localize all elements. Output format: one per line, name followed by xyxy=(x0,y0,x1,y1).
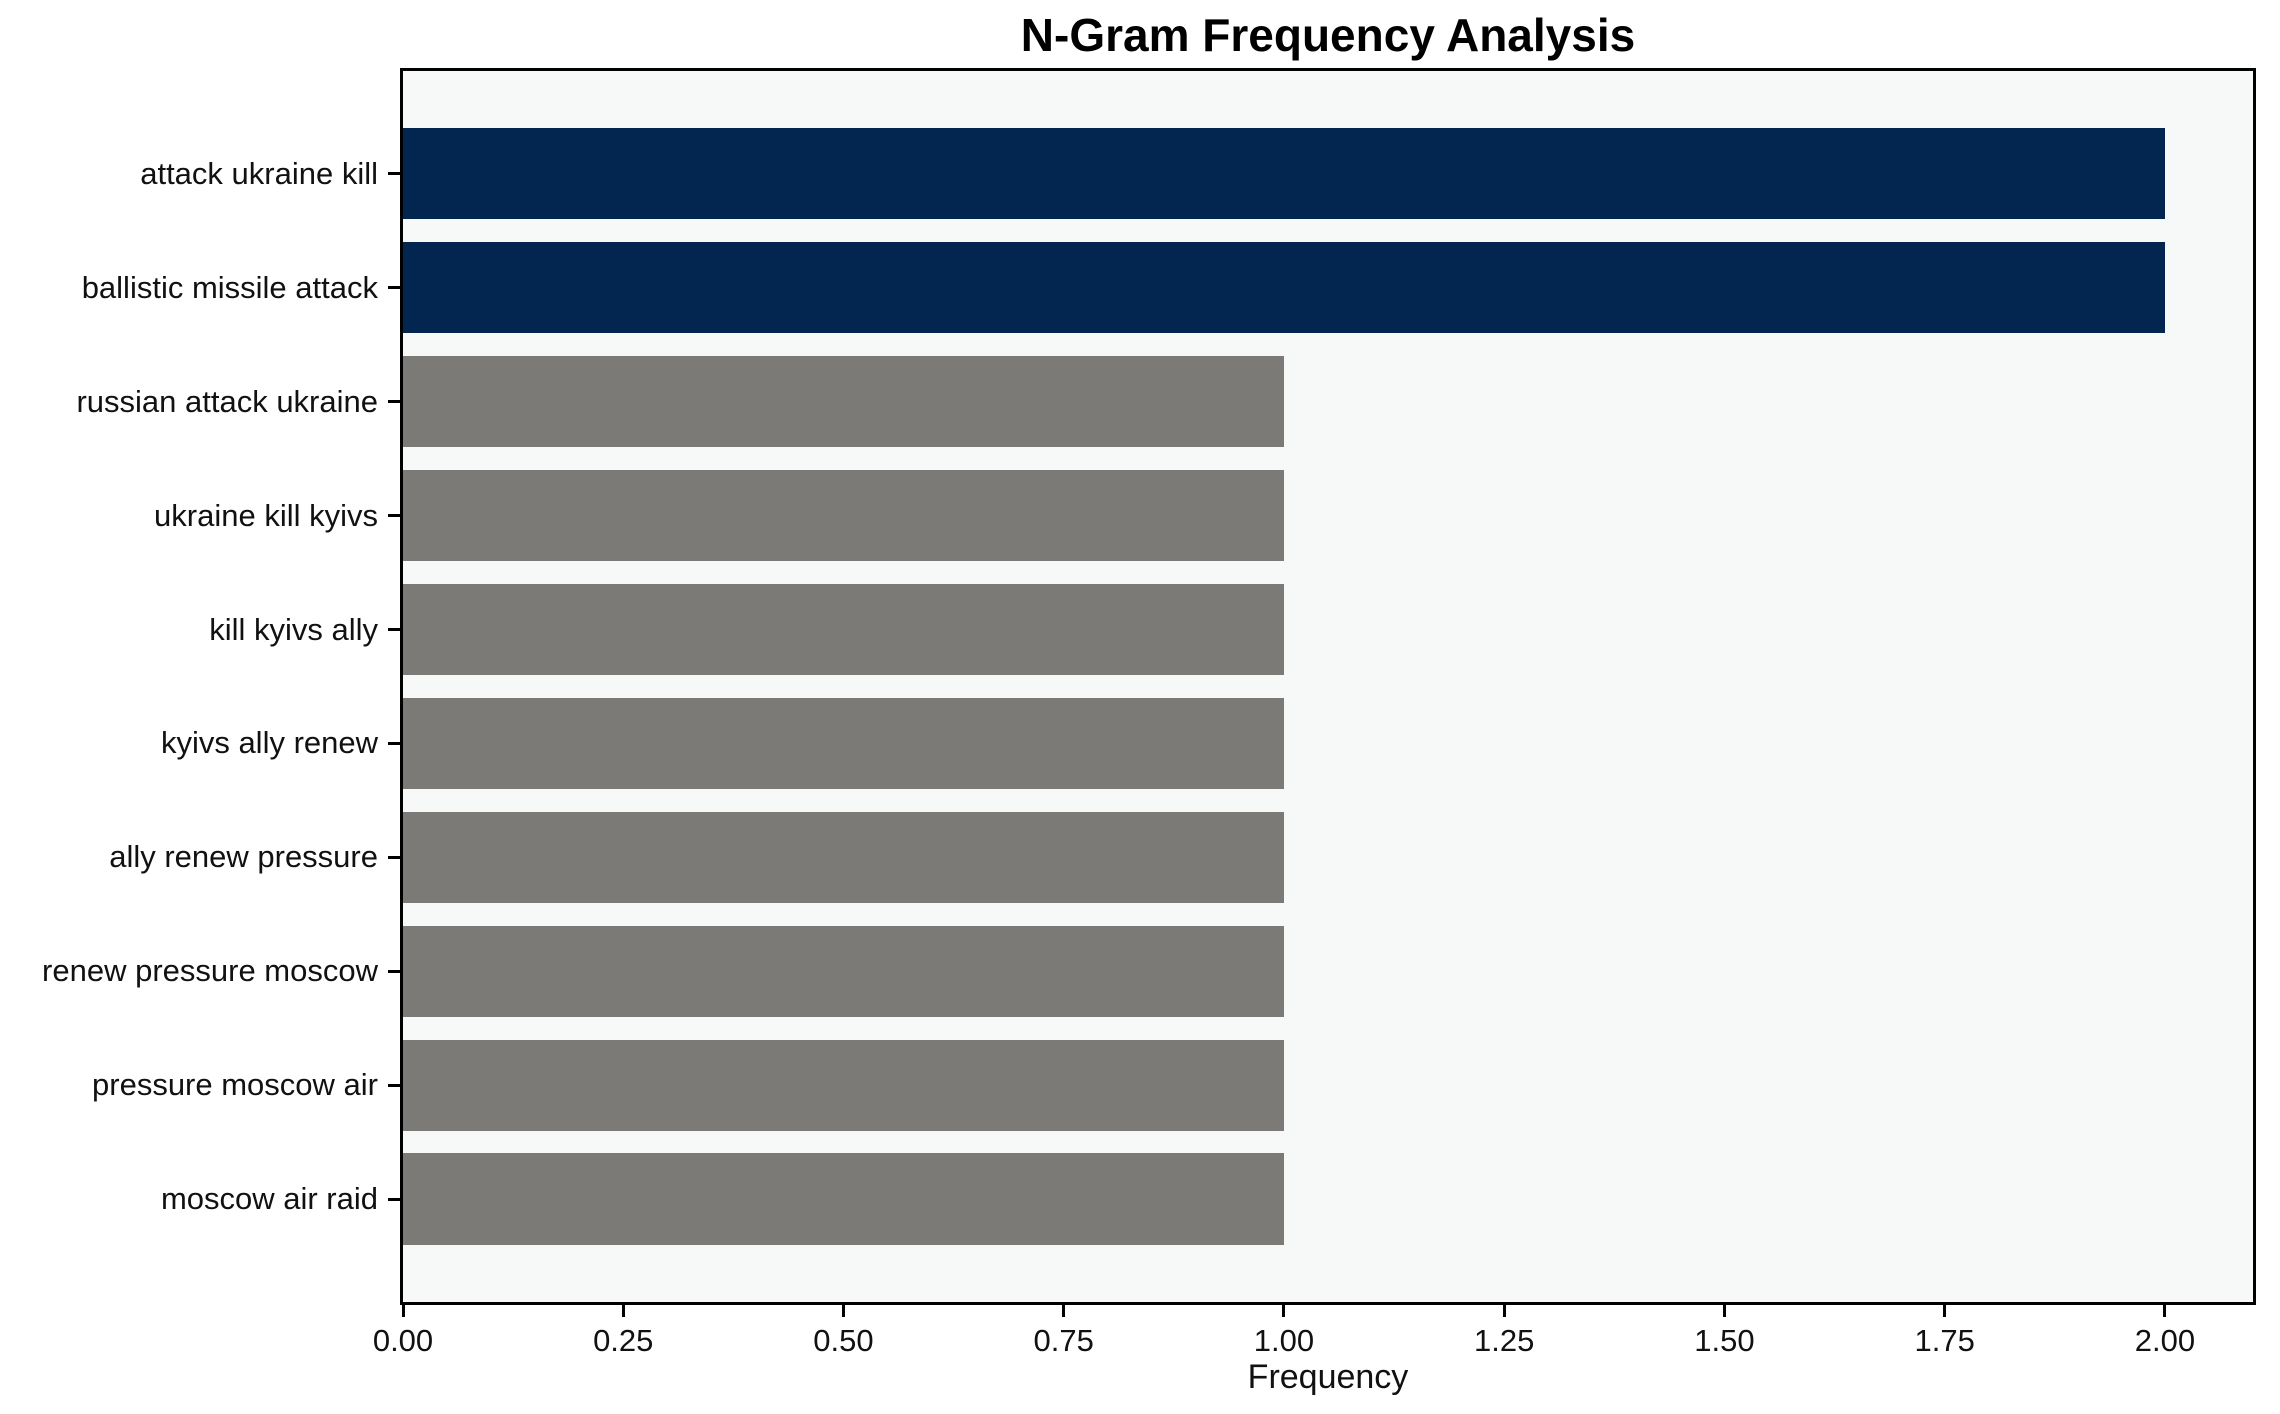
x-tick-mark xyxy=(1502,1305,1506,1317)
x-tick-mark xyxy=(841,1305,845,1317)
y-tick-label-ally-renew-pressure: ally renew pressure xyxy=(109,839,378,875)
x-tick-mark xyxy=(401,1305,405,1317)
x-tick-mark xyxy=(621,1305,625,1317)
x-tick-label-1.25: 1.25 xyxy=(1474,1323,1535,1358)
y-tick-mark xyxy=(388,741,400,745)
bar-moscow-air-raid xyxy=(403,1153,1284,1245)
bar-ballistic-missile-attack xyxy=(403,242,2165,334)
x-tick-label-0.50: 0.50 xyxy=(813,1323,874,1358)
x-tick-label-0.75: 0.75 xyxy=(1033,1323,1094,1358)
y-tick-mark xyxy=(388,286,400,290)
y-tick-mark xyxy=(388,1083,400,1087)
bar-kill-kyivs-ally xyxy=(403,583,1284,676)
chart-title: N-Gram Frequency Analysis xyxy=(1020,9,1636,61)
bar-pressure-moscow-air xyxy=(403,1039,1284,1131)
x-tick-label-1.75: 1.75 xyxy=(1914,1323,1975,1358)
y-tick-label-kyivs-ally-renew: kyivs ally renew xyxy=(160,725,378,761)
y-tick-label-moscow-air-raid: moscow air raid xyxy=(160,1181,378,1217)
y-tick-mark xyxy=(388,855,400,859)
x-tick-mark xyxy=(2163,1305,2167,1317)
bar-attack-ukraine-kill xyxy=(403,128,2165,220)
bar-ukraine-kill-kyivs xyxy=(403,470,1284,562)
bar-renew-pressure-moscow xyxy=(403,925,1284,1017)
x-tick-label-1.50: 1.50 xyxy=(1694,1323,1755,1358)
bar-russian-attack-ukraine xyxy=(403,356,1284,448)
y-tick-label-ballistic-missile-attack: ballistic missile attack xyxy=(81,269,378,305)
y-tick-label-pressure-moscow-air: pressure moscow air xyxy=(92,1067,378,1103)
bar-kyivs-ally-renew xyxy=(403,697,1284,789)
y-tick-mark xyxy=(388,172,400,176)
y-tick-mark xyxy=(388,628,400,632)
x-tick-label-0.00: 0.00 xyxy=(372,1323,434,1358)
x-axis-title: Frequency xyxy=(1247,1358,1409,1396)
y-tick-mark xyxy=(388,400,400,404)
bar-ally-renew-pressure xyxy=(403,811,1284,903)
x-tick-mark xyxy=(1722,1305,1726,1317)
x-tick-mark xyxy=(1282,1305,1286,1317)
x-tick-label-2.00: 2.00 xyxy=(2134,1323,2196,1358)
y-tick-label-renew-pressure-moscow: renew pressure moscow xyxy=(42,953,378,989)
y-tick-label-russian-attack-ukraine: russian attack ukraine xyxy=(76,383,378,419)
y-tick-mark xyxy=(388,969,400,973)
x-tick-label-1.00: 1.00 xyxy=(1253,1323,1315,1358)
y-tick-label-attack-ukraine-kill: attack ukraine kill xyxy=(140,155,378,191)
y-tick-mark xyxy=(388,1197,400,1201)
x-tick-label-0.25: 0.25 xyxy=(593,1323,654,1358)
y-tick-mark xyxy=(388,514,400,518)
x-tick-mark xyxy=(1943,1305,1947,1317)
y-tick-label-ukraine-kill-kyivs: ukraine kill kyivs xyxy=(154,497,378,533)
x-tick-mark xyxy=(1062,1305,1066,1317)
y-tick-label-kill-kyivs-ally: kill kyivs ally xyxy=(209,611,378,647)
